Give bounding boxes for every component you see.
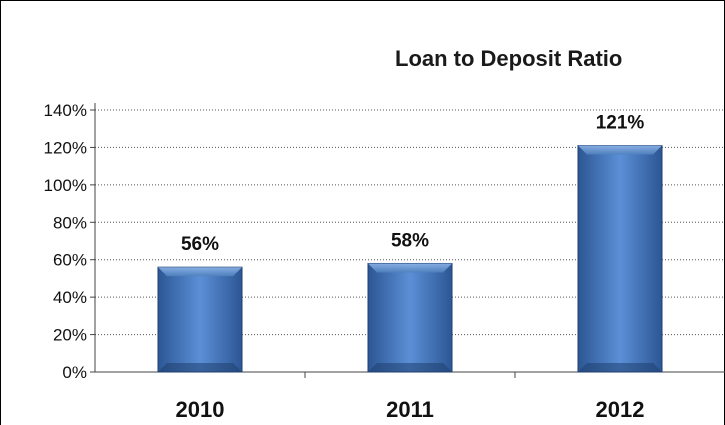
bar (577, 145, 663, 373)
bar-bevel-top (158, 267, 242, 277)
x-tick-label: 2011 (386, 397, 434, 422)
y-tick-label: 140% (44, 101, 87, 120)
bar-body (577, 145, 663, 373)
bar-bevel-bottom (578, 363, 662, 372)
y-tick-label: 80% (53, 213, 87, 232)
chart-title: Loan to Deposit Ratio (395, 46, 623, 71)
data-label: 121% (596, 113, 645, 134)
y-tick-label: 40% (53, 288, 87, 307)
y-tick-label: 20% (53, 326, 87, 345)
bar-bevel-bottom (368, 363, 452, 372)
y-tick-label: 100% (44, 176, 87, 195)
data-label: 58% (391, 230, 429, 251)
x-tick-label: 2012 (596, 397, 645, 422)
y-tick-label: 60% (53, 251, 87, 270)
bar-bevel-top (368, 263, 452, 273)
bar-body (157, 266, 243, 373)
bar-bevel-top (578, 145, 662, 155)
data-label: 56% (181, 234, 219, 255)
bar (367, 262, 453, 373)
bar-body (367, 262, 453, 373)
bar (157, 266, 243, 373)
x-tick-label: 2010 (176, 397, 225, 422)
y-tick-label: 120% (44, 138, 87, 157)
bar-bevel-bottom (158, 363, 242, 372)
y-tick-label: 0% (62, 363, 87, 382)
